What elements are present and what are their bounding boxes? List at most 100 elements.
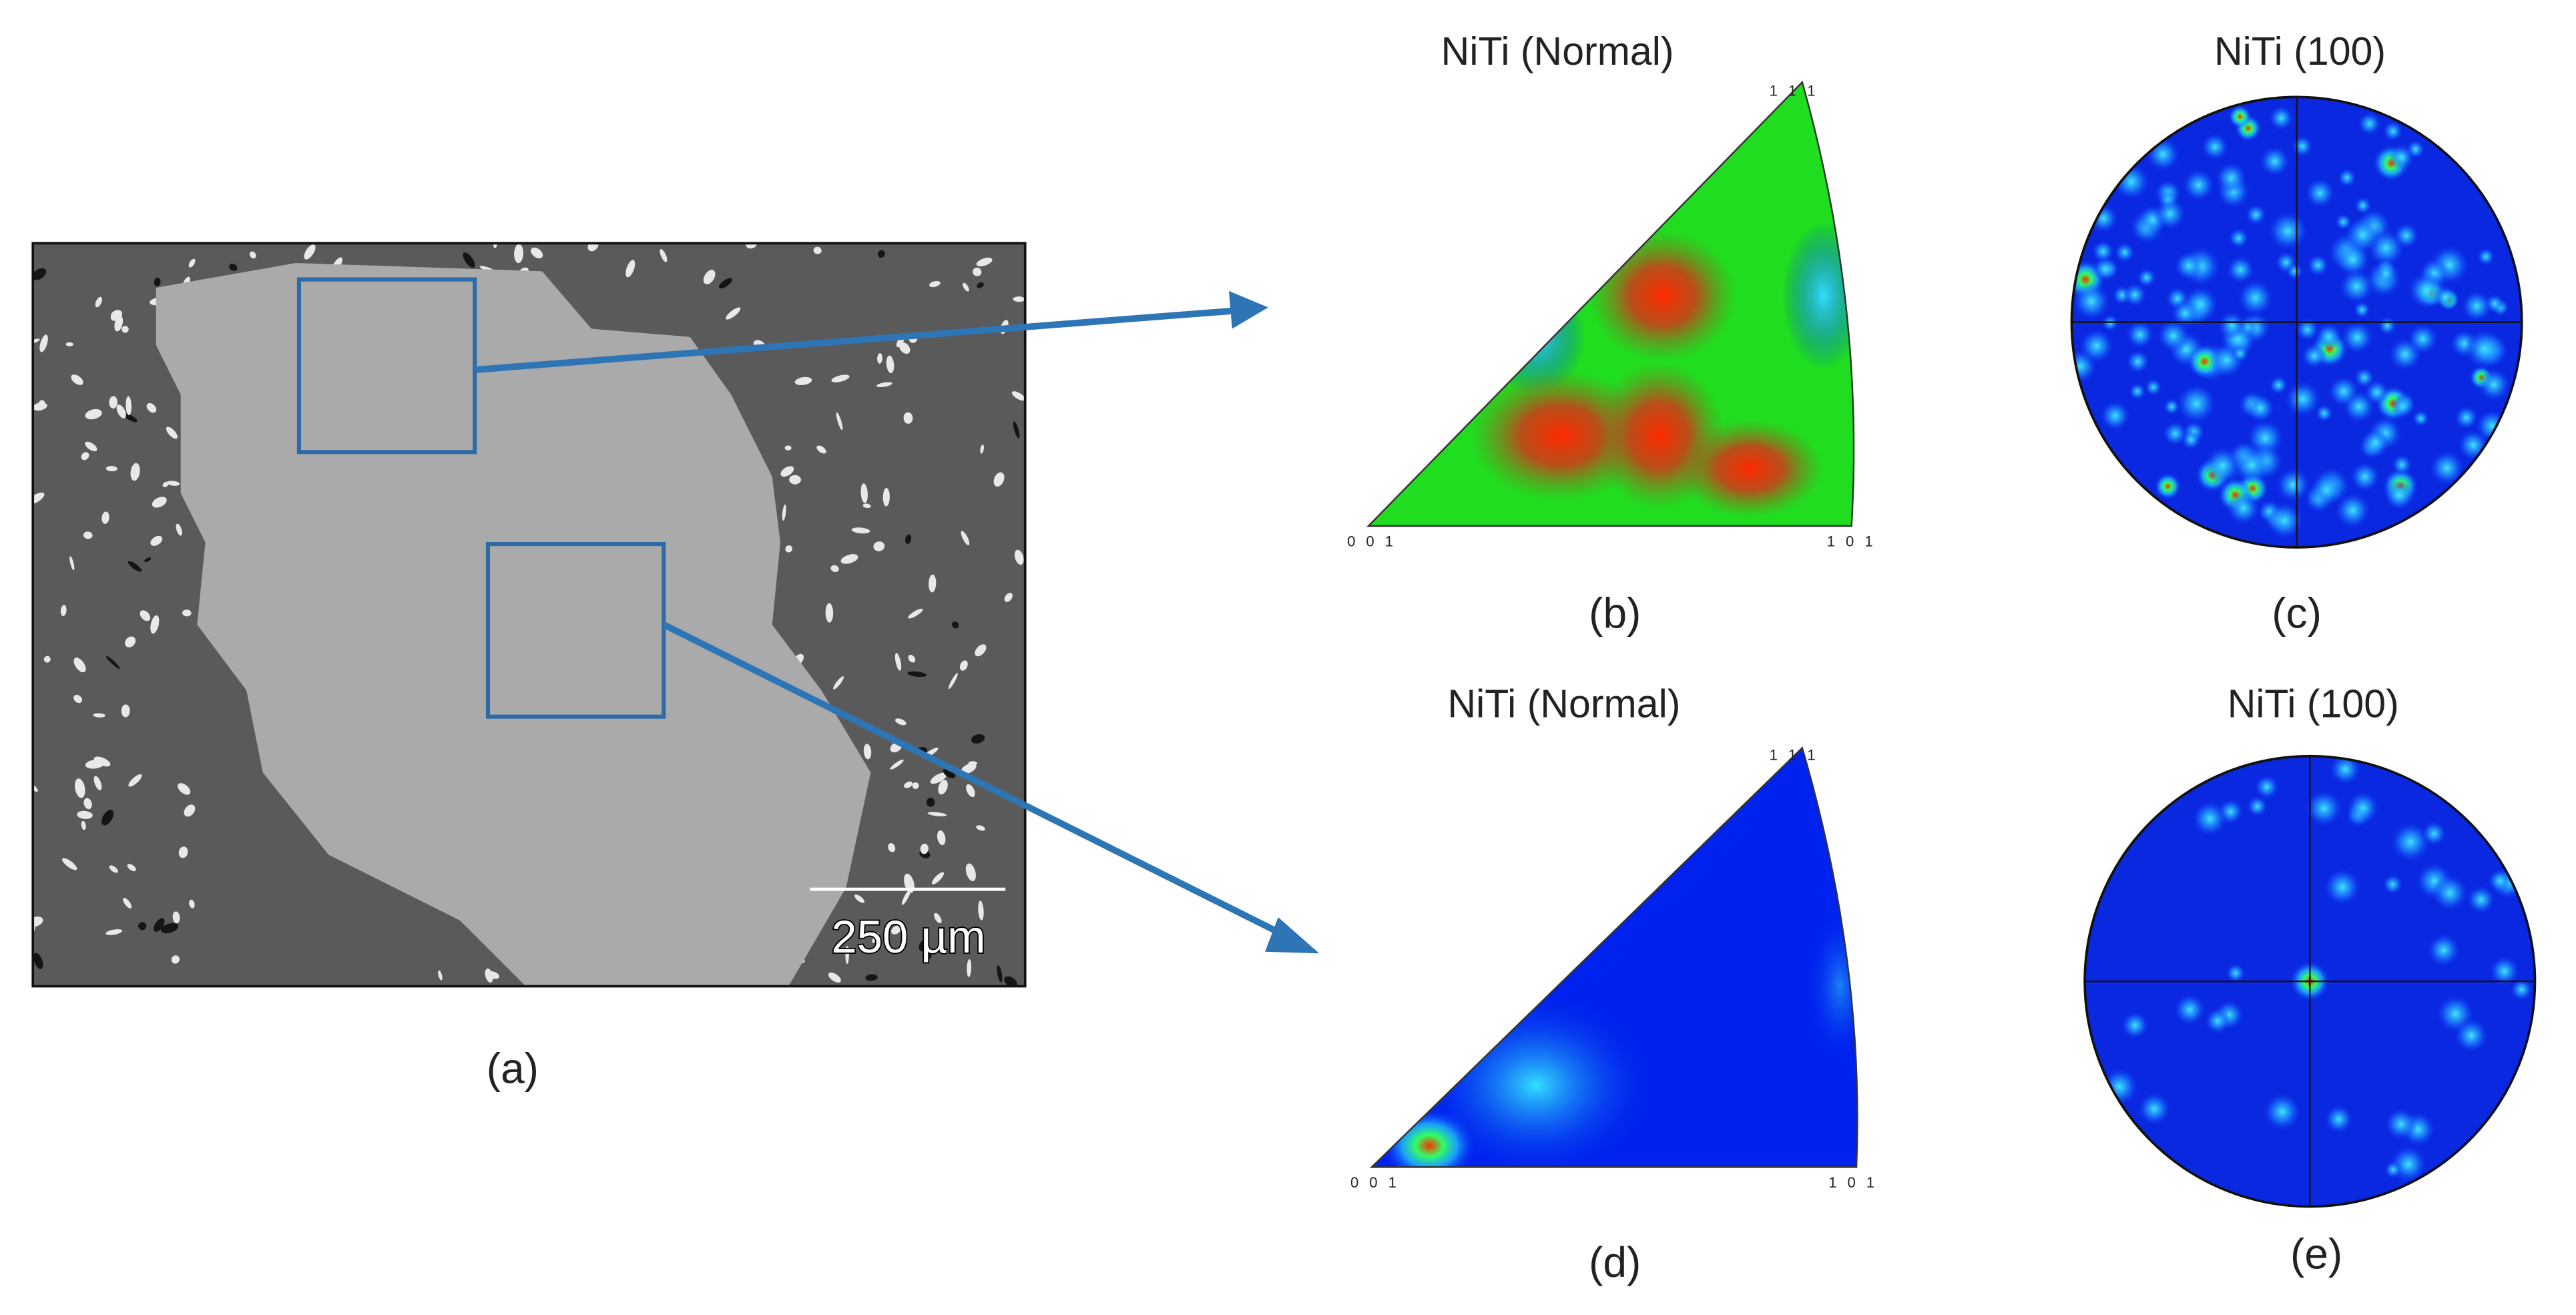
pole-spot (2390, 822, 2430, 862)
precipitate (60, 605, 67, 617)
precipitate (943, 768, 956, 778)
precipitate (127, 864, 136, 872)
pole-spot (2477, 368, 2511, 401)
density-blob (1676, 419, 1824, 518)
pole-spot (2429, 451, 2465, 485)
pole-spot (2264, 1093, 2301, 1131)
pole-spot (2228, 105, 2252, 128)
precipitate (830, 565, 839, 573)
precipitate (463, 252, 475, 268)
pole-spot (2412, 410, 2430, 427)
precipitate (903, 412, 913, 424)
precipitate (587, 243, 599, 252)
arrowhead (1265, 917, 1320, 954)
pole-spot (2247, 796, 2268, 817)
precipitate (116, 405, 126, 419)
pole-spot (2154, 473, 2181, 500)
pole-spot (2176, 384, 2216, 424)
precipitate (188, 258, 196, 268)
pole-spot (2154, 198, 2186, 230)
pole-spot (2461, 290, 2493, 322)
pole-spot (2315, 323, 2342, 350)
pole-spot (2292, 136, 2313, 157)
precipitate (1013, 296, 1025, 302)
precipitate (930, 772, 947, 784)
precipitate (101, 511, 109, 524)
density-blob (1588, 230, 1737, 362)
pole-spot (2307, 254, 2329, 276)
pole-spot (2126, 350, 2149, 373)
precipitate (438, 970, 443, 981)
pole-spot (2216, 162, 2247, 194)
precipitate (926, 798, 935, 807)
precipitate (882, 487, 890, 507)
pole-spot (2324, 1105, 2353, 1133)
pole-spot (2163, 398, 2180, 415)
pole-spot (2388, 144, 2414, 170)
panel-title: NiTi (100) (2228, 682, 2399, 726)
precipitate (961, 531, 970, 545)
precipitate (993, 472, 1005, 487)
panel-label: (d) (1589, 1238, 1641, 1286)
pole-spot (2358, 112, 2381, 136)
precipitate (150, 535, 163, 546)
pole-spot (2310, 474, 2342, 506)
pole-spot (2092, 256, 2117, 282)
precipitate (105, 929, 123, 935)
pole-spot (2305, 178, 2335, 208)
precipitate (907, 671, 927, 678)
precipitate (1014, 549, 1024, 565)
precipitate (162, 481, 169, 487)
pole-spot (2385, 1108, 2417, 1140)
arrow (662, 621, 1290, 941)
precipitate (929, 281, 941, 288)
pole-spot (2231, 344, 2249, 362)
precipitate (948, 673, 958, 690)
pole-spot (2354, 197, 2372, 214)
panel-title: NiTi (Normal) (1448, 682, 1681, 726)
precipitate (973, 268, 982, 276)
precipitate (908, 654, 916, 663)
precipitate (83, 531, 93, 539)
precipitate (976, 825, 985, 831)
precipitate (922, 951, 932, 961)
pole-spot (2092, 240, 2115, 263)
pole-label: 1 0 1 (1827, 533, 1876, 549)
precipitate (127, 561, 142, 572)
precipitate (865, 974, 878, 981)
micrograph-frame (31, 242, 1027, 988)
precipitate (514, 244, 523, 264)
precipitate (873, 541, 885, 551)
region-box (296, 277, 477, 455)
precipitate (167, 481, 180, 486)
pole-spot (2246, 204, 2267, 226)
pole-spot (2174, 994, 2206, 1025)
precipitate (160, 923, 179, 934)
precipitate (250, 251, 256, 259)
precipitate (33, 338, 40, 344)
precipitate (860, 483, 868, 503)
precipitate (77, 810, 93, 819)
pole-spot (2227, 491, 2260, 525)
pole-spot (2296, 318, 2319, 341)
precipitate (171, 955, 180, 964)
pole-spot (2071, 349, 2097, 383)
pole-spot (2246, 394, 2275, 423)
precipitate (836, 412, 843, 431)
pole-spot (2361, 428, 2390, 457)
precipitate (33, 268, 47, 280)
pole-spot (2378, 316, 2396, 335)
precipitate (876, 382, 892, 388)
pole-label: 1 0 1 (1828, 1174, 1878, 1191)
pole-spot (2455, 406, 2479, 430)
precipitate (1013, 421, 1020, 439)
precipitate (877, 353, 882, 364)
precipitate (123, 898, 132, 908)
pole-spot (2384, 1161, 2402, 1179)
precipitate (934, 912, 942, 924)
precipitate (110, 310, 123, 320)
precipitate (176, 523, 182, 536)
pole-spot (2454, 1019, 2489, 1053)
precipitate (904, 781, 913, 788)
